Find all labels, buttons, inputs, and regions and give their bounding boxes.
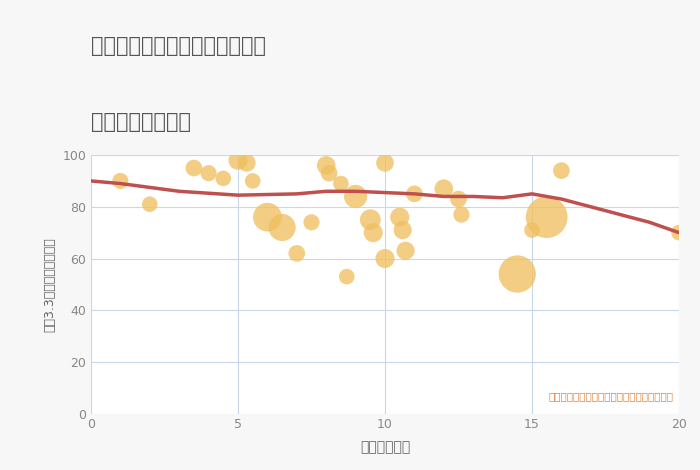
Point [335, 180, 346, 187]
Point [232, 157, 244, 164]
Point [241, 159, 253, 166]
Point [394, 213, 405, 221]
Point [397, 226, 408, 234]
Point [673, 229, 685, 236]
Point [379, 255, 391, 262]
Point [203, 169, 214, 177]
Text: 愛知県名古屋市昭和区池端町の: 愛知県名古屋市昭和区池端町の [91, 36, 266, 56]
Point [291, 250, 302, 257]
Point [512, 270, 523, 278]
Text: 駅距離別土地価格: 駅距離別土地価格 [91, 111, 191, 132]
Text: 円の大きさは、取引のあった物件面積を示す: 円の大きさは、取引のあった物件面積を示す [548, 391, 673, 400]
X-axis label: 駅距離（分）: 駅距離（分） [360, 440, 410, 454]
Point [247, 177, 258, 185]
Point [409, 190, 420, 197]
Point [556, 167, 567, 174]
Point [526, 226, 538, 234]
Point [262, 213, 273, 221]
Point [438, 185, 449, 193]
Point [276, 224, 288, 231]
Point [453, 195, 464, 203]
Point [321, 162, 332, 169]
Point [323, 169, 335, 177]
Point [306, 219, 317, 226]
Point [456, 211, 467, 218]
Point [350, 193, 361, 200]
Point [218, 174, 229, 182]
Y-axis label: 坪（3.3㎡）単価（万円）: 坪（3.3㎡）単価（万円） [43, 237, 57, 332]
Point [368, 229, 379, 236]
Point [188, 164, 199, 172]
Point [365, 216, 376, 223]
Point [341, 273, 352, 280]
Point [541, 213, 552, 221]
Point [379, 159, 391, 166]
Point [115, 177, 126, 185]
Point [400, 247, 411, 254]
Point [144, 200, 155, 208]
